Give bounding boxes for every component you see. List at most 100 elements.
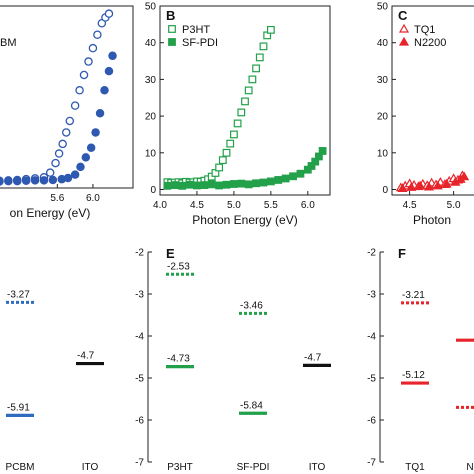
data-point (51, 158, 60, 168)
x-tick-label: 4.5 (403, 200, 417, 211)
y-tick-label: 50 (377, 2, 389, 13)
y-tick-label: 50 (145, 2, 157, 13)
y-tick-label: -5 (367, 374, 376, 385)
y-tick-label: 20 (145, 112, 157, 123)
y-tick-label: -6 (367, 416, 376, 427)
y-tick-label: -2 (135, 248, 144, 259)
data-point (63, 173, 73, 183)
energy-level-label: -5.91 (7, 402, 30, 413)
data-point (70, 101, 80, 110)
data-point (104, 66, 114, 76)
x-tick-label: 5.0 (227, 200, 241, 211)
panel-d: PCBM ITO -3.27 -5.91 -4.7 (6, 289, 104, 473)
data-point (95, 109, 105, 118)
data-point (215, 181, 224, 190)
y-tick-label: 40 (145, 38, 157, 49)
data-point (170, 181, 179, 189)
data-point (259, 42, 268, 51)
data-point (61, 128, 71, 137)
legend-marker (398, 36, 410, 46)
data-point (100, 86, 109, 95)
legend-marker (398, 23, 410, 33)
data-point (222, 148, 231, 157)
y-tick-label: -3 (135, 290, 144, 301)
series-p3ht (163, 25, 275, 188)
category-label: N (466, 462, 473, 473)
data-point (39, 176, 49, 185)
data-point (185, 180, 194, 189)
data-point (244, 180, 253, 189)
plot-frame (159, 5, 331, 196)
data-point (423, 181, 434, 191)
legend-entry: BM (0, 37, 17, 49)
category-label: TQ1 (405, 462, 425, 473)
energy-level-label: -2.53 (167, 261, 190, 272)
data-point (289, 172, 297, 181)
y-tick-label: -4 (135, 332, 144, 343)
category-label: ITO (309, 462, 326, 473)
energy-level-label: -3.21 (402, 290, 425, 301)
panel-label: B (166, 8, 175, 23)
y-tick-label: -2 (367, 248, 376, 259)
legend-entry: P3HT (182, 24, 210, 36)
energy-level-label: -4.73 (167, 354, 190, 365)
data-point (30, 176, 40, 185)
y-tick-label: 30 (377, 75, 389, 86)
y-tick-label: 20 (377, 112, 389, 123)
data-point (230, 180, 238, 188)
data-point (281, 174, 290, 183)
legend-entry: N2200 (414, 37, 446, 49)
legend-marker (168, 25, 176, 33)
data-point (252, 179, 260, 188)
energy-level-label: -4.7 (304, 352, 322, 363)
data-point (93, 30, 102, 39)
y-tick-label: 0 (150, 185, 156, 196)
data-point (81, 153, 91, 162)
data-point (75, 86, 84, 95)
y-tick-label: 30 (145, 75, 157, 86)
series-sf-pdi (163, 147, 327, 190)
data-point (84, 57, 93, 66)
data-point (274, 176, 283, 184)
data-point (266, 25, 275, 34)
data-point (222, 180, 231, 189)
category-label: P3HT (167, 462, 193, 473)
x-axis-label: Photon (413, 213, 451, 227)
data-point (207, 180, 216, 189)
y-tick-label: 0 (382, 185, 388, 196)
panel-label: E (166, 246, 175, 261)
data-point (108, 51, 117, 61)
data-point (406, 182, 417, 191)
data-point (226, 139, 235, 148)
panel-b: 4.0 4.5 5.0 5.5 6.0 0 10 20 30 40 50 Photon Energy … (145, 2, 331, 227)
data-point (255, 53, 264, 62)
panel-label: C (398, 8, 408, 23)
series-filled-circle (0, 51, 117, 186)
data-point (54, 149, 64, 158)
energy-level-label: -3.27 (7, 289, 30, 300)
legend-entry: SF-PDI (182, 37, 218, 49)
panel-f: -2 -3 -4 -5 -6 -7 F TQ1 N -3.21 -5.12 (367, 246, 474, 473)
data-point (296, 169, 305, 178)
data-point (48, 175, 58, 185)
data-point (266, 177, 275, 186)
y-tick-label: -7 (135, 458, 144, 469)
panel-a: 5.6 6.0 on Energy (eV) BM (0, 5, 134, 220)
x-tick-label: 4.5 (190, 200, 204, 211)
data-point (86, 143, 96, 153)
data-point (415, 180, 426, 190)
data-point (21, 176, 31, 185)
y-tick-label: -6 (135, 416, 144, 427)
data-point (397, 183, 408, 192)
x-tick-label: 6.0 (301, 200, 315, 211)
y-tick-label: -4 (367, 332, 376, 343)
data-point (248, 75, 257, 84)
panel-e: -2 -3 -4 -5 -6 -7 E P3HT SF-PDI ITO -2.53 -4.73 -3.4… (135, 246, 331, 473)
data-point (441, 178, 452, 188)
data-point (241, 97, 249, 106)
data-point (79, 70, 89, 80)
data-point (193, 181, 201, 190)
plot-frame (391, 5, 474, 196)
